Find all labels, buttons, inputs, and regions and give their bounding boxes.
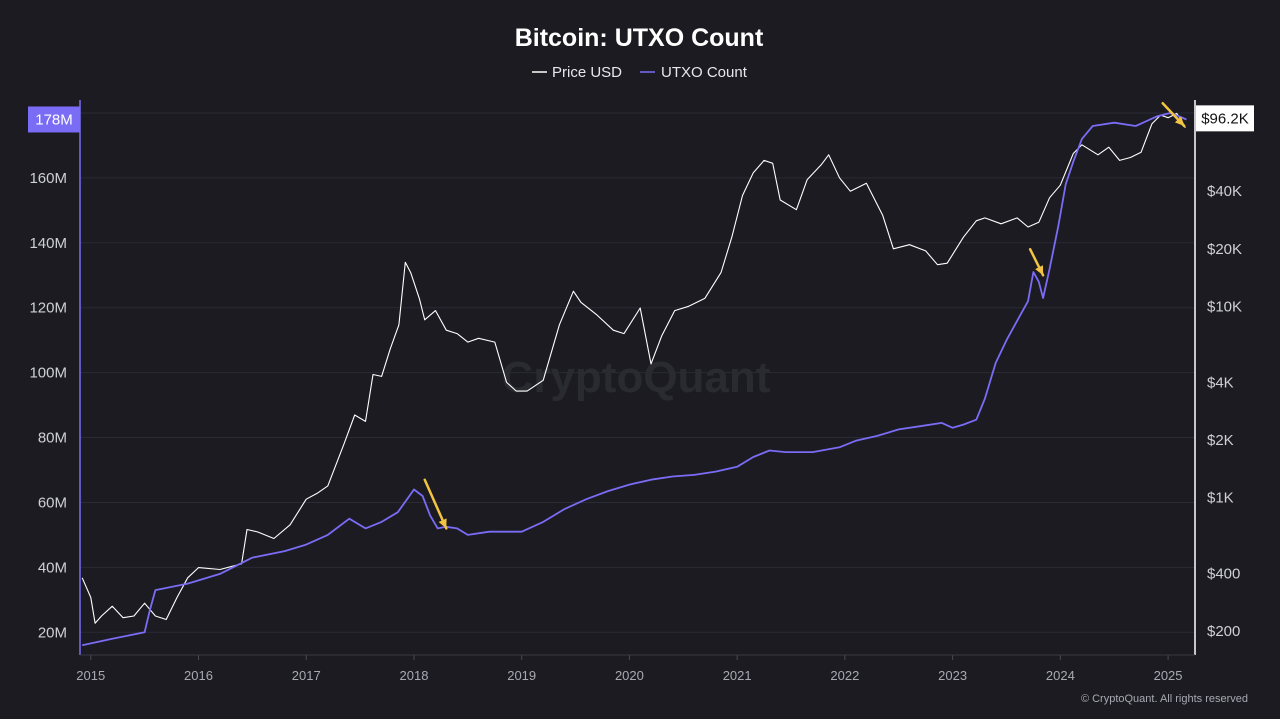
y-right-tick-3: $2K [1207, 432, 1234, 449]
annotation-arrow-0 [423, 478, 448, 530]
y-left-tick-2: 60M [38, 494, 67, 511]
utxo-count-line [82, 112, 1187, 647]
x-tick-0: 2015 [76, 668, 105, 683]
y-right-tick-7: $40K [1207, 183, 1242, 200]
legend-label-price: Price USD [552, 64, 622, 81]
chart-title: Bitcoin: UTXO Count [515, 24, 764, 52]
y-right-tick-4: $4K [1207, 374, 1234, 391]
annotation-arrow-head-1 [1035, 265, 1044, 276]
y-right-tick-1: $400 [1207, 566, 1240, 583]
x-tick-3: 2018 [400, 668, 429, 683]
price-current-badge [1196, 105, 1254, 132]
y-right-tick-6: $20K [1207, 241, 1242, 258]
copyright-footer: © CryptoQuant. All rights reserved [1081, 693, 1248, 705]
price-usd-line [81, 112, 1186, 624]
x-tick-1: 2016 [184, 668, 213, 683]
badge-layer: 178M $96.2K [28, 105, 1254, 133]
legend: Price USD UTXO Count [532, 64, 748, 81]
watermark: CryptoQuant [502, 353, 771, 402]
annotation-arrow-head-0 [438, 518, 447, 529]
y-left-tick-4: 100M [29, 365, 67, 382]
y-left-tick-7: 160M [29, 170, 67, 187]
y-left-tick-6: 140M [29, 235, 67, 252]
grid-layer [80, 112, 1195, 633]
y-left-tick-0: 20M [38, 624, 67, 641]
x-tick-7: 2022 [830, 668, 859, 683]
y-right-tick-2: $1K [1207, 489, 1234, 506]
y-right-tick-0: $200 [1207, 623, 1240, 640]
annotation-arrow-1 [1028, 248, 1045, 277]
y-right-tick-5: $10K [1207, 298, 1242, 315]
annotation-arrow-head-2 [1174, 116, 1185, 126]
x-tick-5: 2020 [615, 668, 644, 683]
x-tick-6: 2021 [723, 668, 752, 683]
annotation-layer [423, 101, 1186, 530]
x-tick-10: 2025 [1154, 668, 1183, 683]
legend-label-utxo: UTXO Count [661, 64, 748, 81]
x-tick-2: 2017 [292, 668, 321, 683]
utxo-current-label: 178M [35, 111, 73, 128]
x-tick-8: 2023 [938, 668, 967, 683]
utxo-current-badge [28, 106, 80, 133]
axis-layer: 20M 40M 60M 80M 100M 120M 140M 160M $200 $400 $1K $… [29, 100, 1242, 683]
x-tick-4: 2019 [507, 668, 536, 683]
x-tick-9: 2024 [1046, 668, 1075, 683]
price-current-label: $96.2K [1201, 110, 1249, 127]
annotation-arrow-2 [1161, 101, 1186, 128]
y-left-tick-3: 80M [38, 430, 67, 447]
series-layer [81, 112, 1187, 647]
y-left-tick-1: 40M [38, 559, 67, 576]
y-left-tick-5: 120M [29, 300, 67, 317]
